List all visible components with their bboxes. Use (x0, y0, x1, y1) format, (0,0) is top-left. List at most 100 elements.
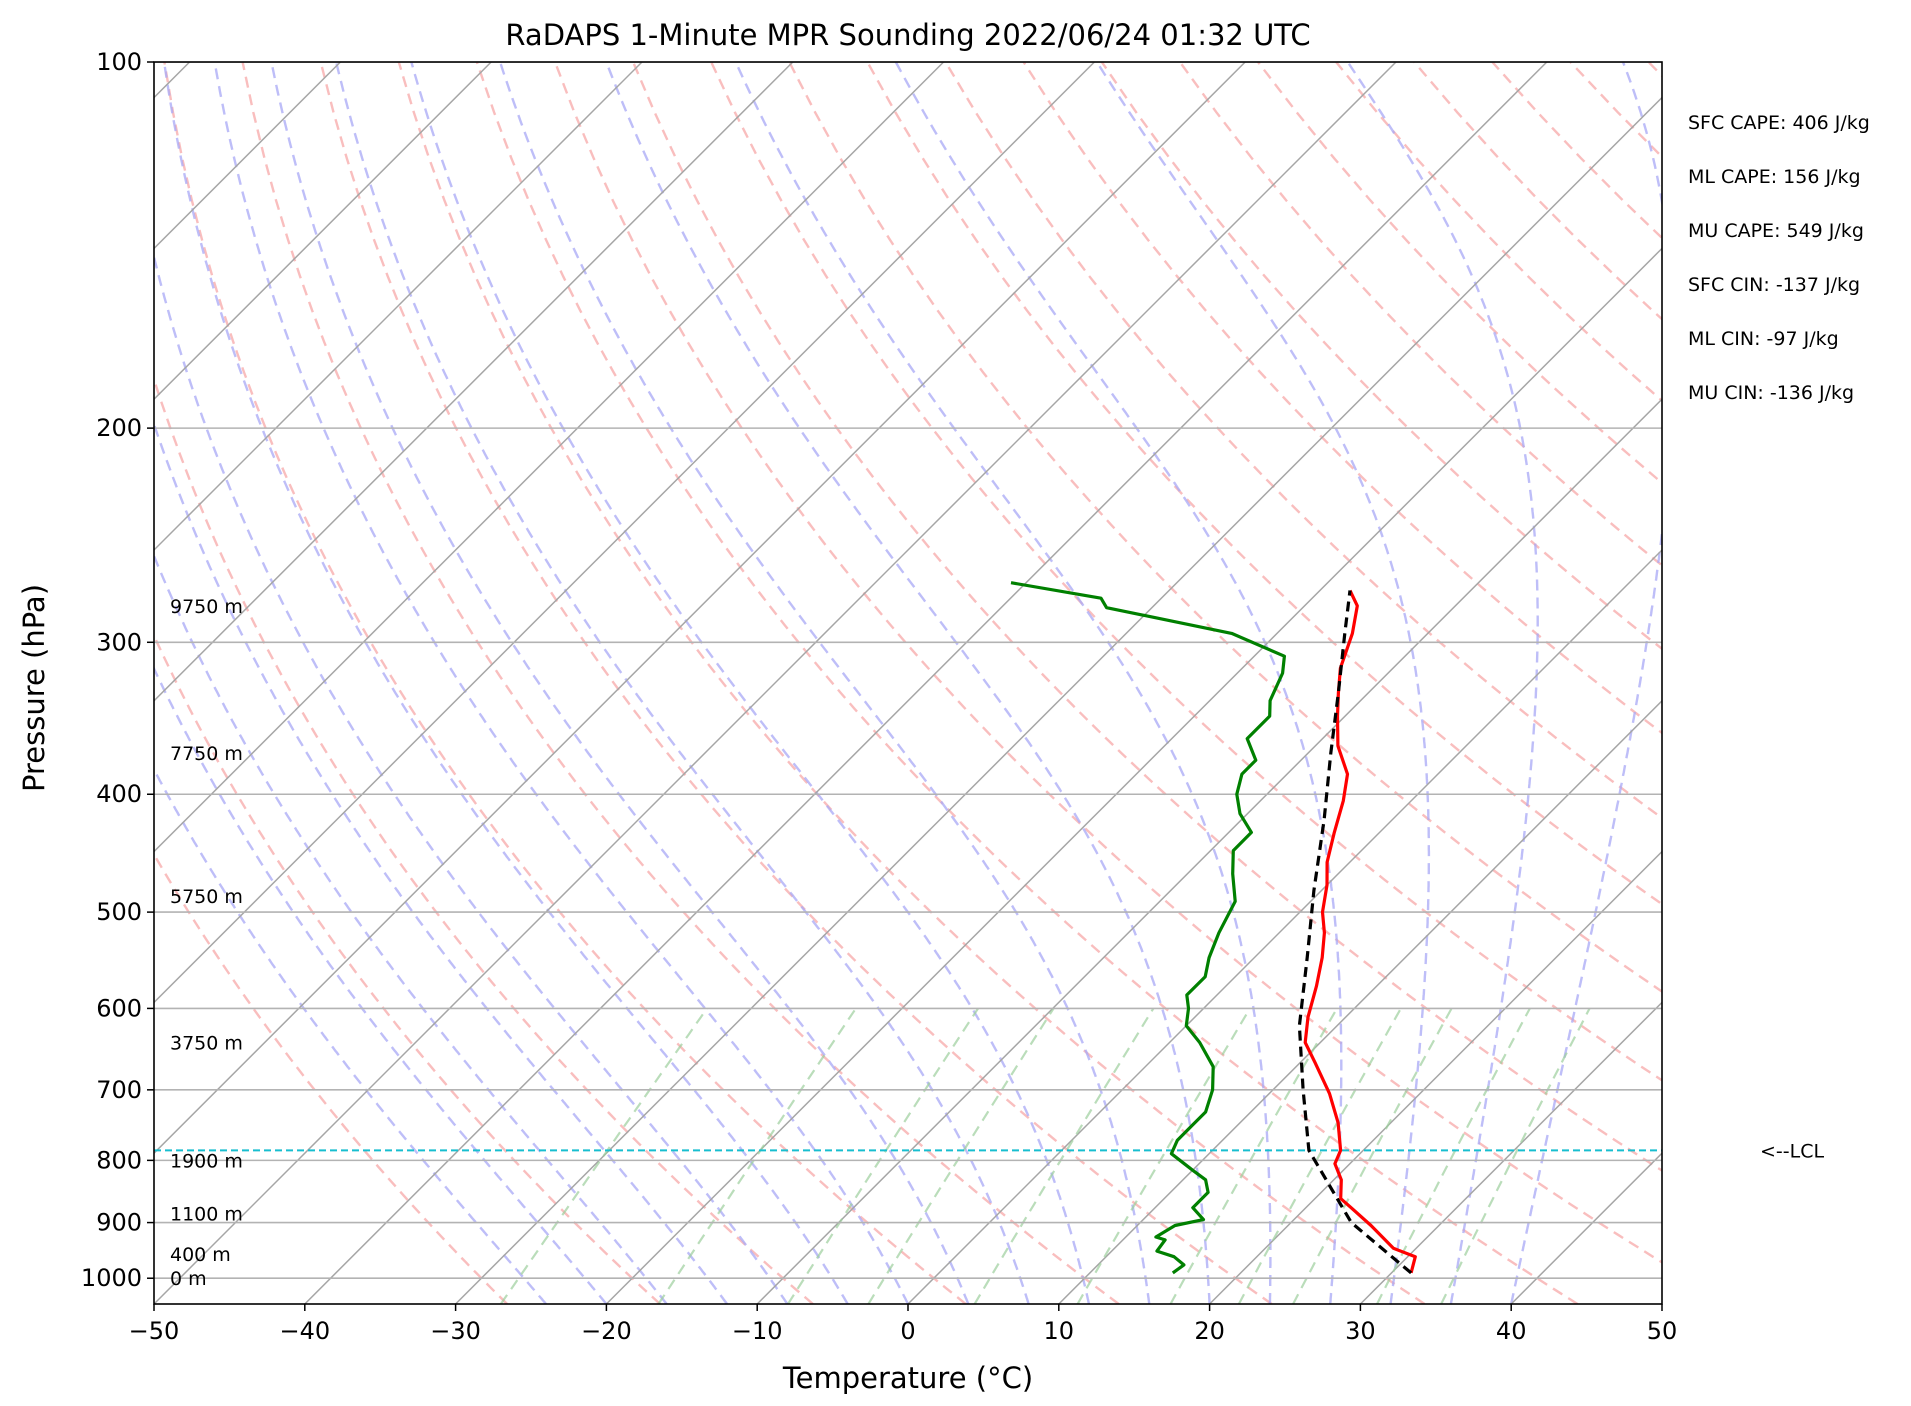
isotherm (605, 247, 1662, 1304)
moist-adiabat (154, 552, 668, 1304)
mixing-ratio-line (867, 1007, 1055, 1304)
x-tick-label: −20 (581, 1317, 632, 1345)
height-label: 1100 m (170, 1204, 243, 1226)
isotherm (154, 62, 794, 702)
moist-adiabat (410, 62, 1091, 1304)
stat-line: MU CIN: -136 J/kg (1688, 382, 1854, 404)
y-tick-label: 1000 (81, 1264, 142, 1292)
moist-adiabat (1510, 62, 1662, 1304)
mixing-ratio-line (1376, 1007, 1531, 1304)
mixing-ratio-line (787, 1007, 980, 1304)
chart-title: RaDAPS 1-Minute MPR Sounding 2022/06/24 … (505, 18, 1310, 52)
y-tick-label: 800 (96, 1146, 142, 1174)
isotherm (455, 96, 1662, 1304)
isotherm (1359, 1001, 1662, 1304)
sounding-series (1010, 581, 1417, 1275)
reference-lines (154, 62, 1662, 1304)
y-axis-ticks: 100 200 300 400 500 600 700 800 900 1000 (81, 48, 154, 1292)
dry-adiabat (154, 851, 508, 1304)
mixing-ratio-line (1292, 1007, 1453, 1304)
y-tick-label: 200 (96, 414, 142, 442)
dry-adiabat (154, 632, 661, 1304)
dry-adiabat (475, 62, 1579, 1304)
y-tick-label: 600 (96, 994, 142, 1022)
dewpoint-line (1010, 581, 1286, 1275)
y-tick-label: 700 (96, 1076, 142, 1104)
temperature-line (1303, 589, 1417, 1274)
moist-adiabat (154, 420, 728, 1304)
moist-adiabat (1095, 62, 1431, 1304)
y-axis-label: Pressure (hPa) (17, 584, 51, 792)
moist-adiabat (154, 665, 608, 1304)
stat-line: SFC CAPE: 406 J/kg (1688, 112, 1870, 134)
x-tick-label: 30 (1345, 1317, 1376, 1345)
isotherm (756, 398, 1662, 1304)
y-tick-label: 500 (96, 898, 142, 926)
x-tick-label: −10 (732, 1317, 783, 1345)
x-tick-label: −40 (279, 1317, 330, 1345)
dry-adiabat (319, 62, 1273, 1304)
isotherm (154, 62, 1095, 1004)
height-label: 400 m (170, 1244, 231, 1266)
dry-adiabat (1022, 62, 1662, 735)
x-axis-ticks: −50 −40 −30 −20 −10 0 10 20 30 40 50 (129, 1304, 1678, 1345)
moist-adiabat (894, 62, 1343, 1304)
x-tick-label: 0 (900, 1317, 915, 1345)
x-axis-label: Temperature (°C) (782, 1361, 1033, 1395)
isotherm (154, 62, 643, 552)
mixing-ratio-line (1440, 1007, 1591, 1304)
y-tick-label: 400 (96, 780, 142, 808)
moist-adiabat (162, 62, 849, 1304)
y-tick-label: 300 (96, 628, 142, 656)
dry-adiabat (241, 62, 1120, 1304)
dry-adiabat (397, 62, 1426, 1304)
dry-adiabat (163, 62, 967, 1304)
stat-line: ML CAPE: 156 J/kg (1688, 166, 1861, 188)
pressure-gridlines (154, 62, 1662, 1280)
mixing-ratio-line (657, 1007, 857, 1304)
x-tick-label: 50 (1647, 1317, 1678, 1345)
dry-adiabat (154, 375, 814, 1304)
moist-adiabat (1346, 62, 1539, 1304)
moist-adiabat (270, 62, 970, 1304)
height-label: 0 m (170, 1268, 207, 1290)
y-tick-label: 100 (96, 48, 142, 76)
isotherm (1209, 850, 1662, 1304)
isotherm (154, 62, 945, 853)
dry-adiabat (631, 62, 1662, 1172)
stability-stats: SFC CAPE: 406 J/kg ML CAPE: 156 J/kg MU CA… (1688, 112, 1870, 404)
isotherm (154, 62, 1397, 1304)
isotherm (304, 62, 1548, 1304)
isotherm (907, 548, 1662, 1304)
mixing-ratio-line (499, 1007, 708, 1304)
height-label: 5750 m (170, 886, 243, 908)
stat-line: ML CIN: -97 J/kg (1688, 328, 1839, 350)
dry-adiabat (553, 62, 1662, 1264)
dry-adiabat (788, 62, 1662, 994)
mixing-ratio-line (1169, 1007, 1338, 1304)
height-label: 1900 m (170, 1150, 243, 1172)
parcel-line (1297, 590, 1413, 1275)
isotherm (154, 62, 492, 401)
lcl-label: <--LCL (1760, 1140, 1824, 1162)
moist-adiabat (154, 251, 789, 1304)
x-tick-label: 20 (1194, 1317, 1225, 1345)
stat-line: SFC CIN: -137 J/kg (1688, 274, 1860, 296)
isotherm (154, 62, 1246, 1155)
height-label: 3750 m (170, 1032, 243, 1054)
mixing-ratio-line (1237, 1007, 1402, 1304)
stat-line: MU CAPE: 549 J/kg (1688, 220, 1864, 242)
height-label: 7750 m (170, 743, 243, 765)
moist-adiabat (154, 766, 547, 1304)
x-tick-label: 10 (1044, 1317, 1075, 1345)
x-tick-label: −30 (430, 1317, 481, 1345)
x-tick-label: 40 (1496, 1317, 1527, 1345)
mixing-ratio-line (1076, 1007, 1251, 1304)
moist-adiabat (498, 62, 1151, 1304)
mixing-ratio-line (973, 1007, 1155, 1304)
y-tick-label: 900 (96, 1209, 142, 1237)
moist-adiabat (335, 62, 1030, 1304)
dry-adiabat (1178, 62, 1662, 567)
